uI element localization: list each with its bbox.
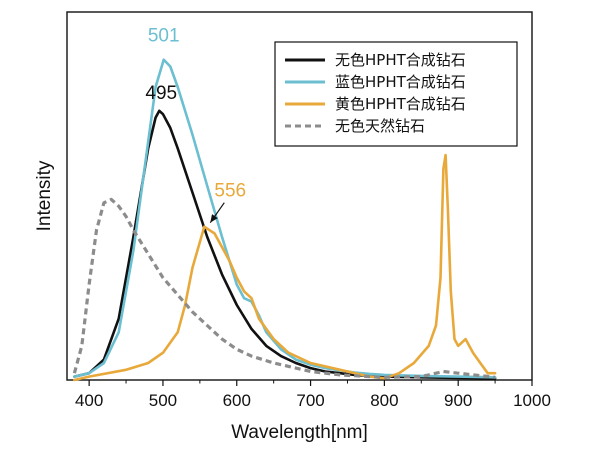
x-tick-label: 700 xyxy=(296,391,324,410)
y-axis-title: Intensity xyxy=(34,160,55,231)
plot-border xyxy=(66,11,533,381)
series-line-4 xyxy=(72,197,496,379)
plot-frame xyxy=(66,11,533,381)
peak-label-501: 501 xyxy=(148,26,180,47)
x-tick-label: 1000 xyxy=(513,391,551,410)
x-axis-title: Wavelength[nm] xyxy=(231,422,368,443)
x-tick-label: 600 xyxy=(223,391,251,410)
x-tick-label: 400 xyxy=(75,391,103,410)
series-line-2 xyxy=(73,58,497,379)
x-axis: 400 500 600 700 800 900 1000 xyxy=(75,380,551,410)
legend-label-4: 无色天然钻石 xyxy=(335,117,425,135)
x-tick-label: 900 xyxy=(444,391,472,410)
peak-arrow-head xyxy=(210,214,218,223)
series-line-3 xyxy=(73,153,497,382)
legend-label-3: 黄色HPHT合成钻石 xyxy=(335,95,466,113)
legend-label-2: 蓝色HPHT合成钻石 xyxy=(335,73,466,91)
peak-label-556: 556 xyxy=(214,181,246,202)
x-tick-label: 800 xyxy=(370,391,398,410)
series-layer xyxy=(72,58,497,382)
peak-label-495: 495 xyxy=(145,83,177,104)
legend-label-1: 无色HPHT合成钻石 xyxy=(335,51,466,69)
x-tick-label: 500 xyxy=(149,391,177,410)
